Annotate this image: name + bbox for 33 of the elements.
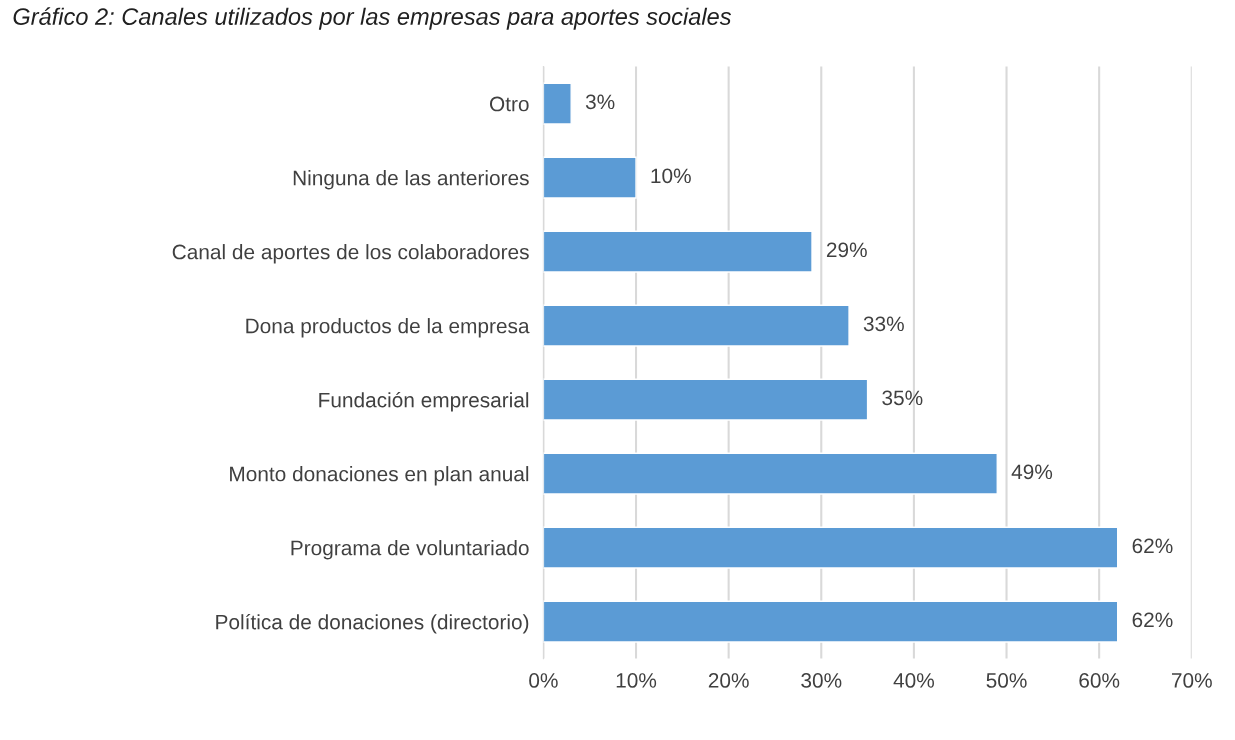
x-tick-label: 60% — [1079, 673, 1120, 688]
bar — [543, 82, 572, 125]
bar — [543, 230, 813, 273]
bar — [543, 452, 998, 495]
x-tick-label: 40% — [893, 673, 935, 688]
x-tick-label: 50% — [986, 673, 1027, 688]
x-tick-label: 20% — [708, 673, 749, 688]
y-tick-label: Monto donaciones en plan anual — [230, 466, 529, 486]
data-label: 62% — [1132, 612, 1173, 628]
data-label: 10% — [651, 168, 691, 184]
x-tick-label: 70% — [1171, 673, 1212, 688]
data-label: 3% — [585, 94, 615, 110]
y-tick-label: Otro — [489, 96, 529, 112]
chart-title: Gráfico 2: Canales utilizados por las empresas para aportes sociales — [13, 7, 732, 30]
y-tick-label: Ninguna de las anteriores — [293, 170, 529, 190]
bar — [543, 156, 637, 199]
y-tick-label: Política de donaciones (directorio) — [216, 613, 529, 634]
x-tick-label: 10% — [616, 673, 657, 688]
data-label: 62% — [1132, 538, 1173, 554]
y-tick-label: Fundación empresarial — [319, 391, 529, 412]
x-tick-label: 0% — [529, 673, 558, 688]
y-tick-label: Canal de aportes de los colaboradores — [172, 244, 529, 264]
data-label: 35% — [882, 390, 923, 406]
data-label: 29% — [826, 242, 867, 258]
y-tick-label: Dona productos de la empresa — [246, 318, 530, 338]
y-tick-label: Programa de voluntariado — [291, 540, 529, 560]
bar — [543, 600, 1119, 643]
bar — [543, 304, 850, 347]
bar — [543, 378, 869, 421]
data-label: 49% — [1011, 464, 1053, 480]
x-tick-label: 30% — [801, 673, 842, 688]
data-label: 33% — [863, 316, 904, 332]
bar — [543, 526, 1119, 569]
